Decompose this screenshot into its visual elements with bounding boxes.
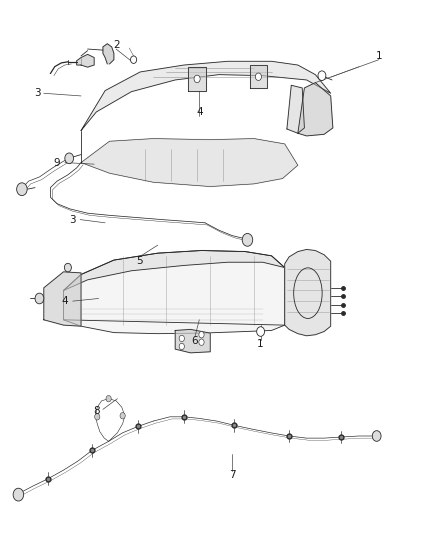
Circle shape <box>179 343 184 350</box>
Circle shape <box>120 413 125 419</box>
Circle shape <box>199 332 204 338</box>
Polygon shape <box>175 329 210 353</box>
Circle shape <box>65 153 74 164</box>
Text: 6: 6 <box>191 336 198 346</box>
Polygon shape <box>285 249 331 336</box>
Polygon shape <box>250 65 267 88</box>
Circle shape <box>242 233 253 246</box>
Circle shape <box>13 488 24 501</box>
Circle shape <box>95 414 100 420</box>
Polygon shape <box>64 251 285 334</box>
Polygon shape <box>77 54 94 67</box>
Circle shape <box>106 395 111 402</box>
Polygon shape <box>103 44 114 64</box>
Circle shape <box>257 327 265 336</box>
Text: 4: 4 <box>196 107 203 117</box>
Circle shape <box>64 263 71 272</box>
Polygon shape <box>81 61 331 131</box>
Circle shape <box>35 293 44 304</box>
Text: 1: 1 <box>375 51 382 61</box>
Text: 3: 3 <box>34 88 41 98</box>
Circle shape <box>179 335 184 342</box>
Polygon shape <box>188 67 206 91</box>
Polygon shape <box>64 251 285 290</box>
Circle shape <box>131 56 137 63</box>
Text: 2: 2 <box>113 41 120 50</box>
Circle shape <box>255 73 261 80</box>
Circle shape <box>372 431 381 441</box>
Text: 8: 8 <box>93 407 100 416</box>
Text: 9: 9 <box>53 158 60 167</box>
Circle shape <box>318 71 326 80</box>
Text: 5: 5 <box>136 256 143 266</box>
Circle shape <box>17 183 27 196</box>
Polygon shape <box>298 83 333 136</box>
Circle shape <box>194 75 200 83</box>
Text: 7: 7 <box>229 471 236 480</box>
Text: 3: 3 <box>69 215 76 224</box>
Polygon shape <box>44 272 81 326</box>
Polygon shape <box>81 139 298 187</box>
Text: 1: 1 <box>257 339 264 349</box>
Text: 4: 4 <box>61 296 68 306</box>
Circle shape <box>199 339 204 345</box>
Polygon shape <box>287 85 304 133</box>
